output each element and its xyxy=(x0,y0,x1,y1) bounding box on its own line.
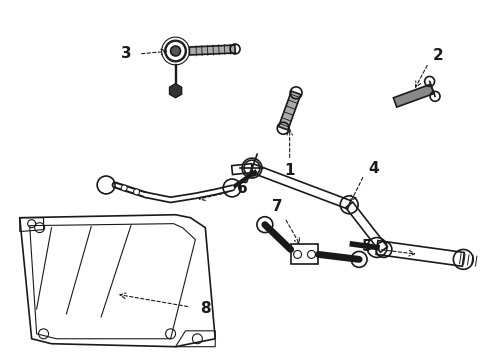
Text: 1: 1 xyxy=(284,163,295,177)
Text: 3: 3 xyxy=(121,46,131,62)
Text: 6: 6 xyxy=(237,181,247,197)
Polygon shape xyxy=(189,45,235,55)
Polygon shape xyxy=(170,84,182,98)
Circle shape xyxy=(134,189,140,195)
Circle shape xyxy=(121,185,127,191)
Polygon shape xyxy=(278,91,301,130)
Circle shape xyxy=(171,46,180,56)
Text: 5: 5 xyxy=(362,239,372,254)
Polygon shape xyxy=(393,84,434,107)
Text: 2: 2 xyxy=(433,49,444,63)
Text: 7: 7 xyxy=(272,199,283,214)
Text: 4: 4 xyxy=(368,161,379,176)
Text: 8: 8 xyxy=(200,301,211,316)
